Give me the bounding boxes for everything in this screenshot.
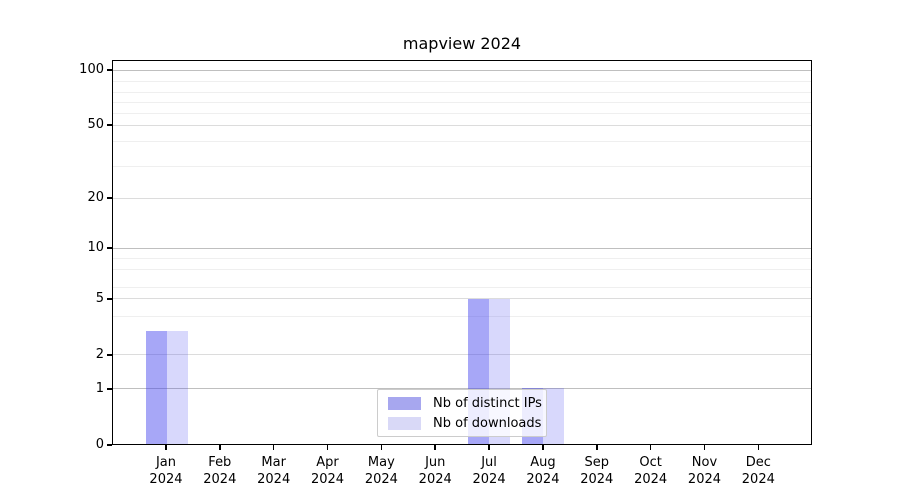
- x-tick-label: May 2024: [364, 455, 398, 487]
- y-gridline: [113, 353, 811, 355]
- y-tick-label: 20: [87, 189, 104, 205]
- x-tick-mark: [757, 445, 760, 450]
- y-gridline: [113, 247, 811, 249]
- x-tick-mark: [649, 445, 652, 450]
- x-tick-label: Jun 2024: [418, 455, 452, 487]
- y-tick-label: 10: [87, 239, 104, 255]
- x-tick-mark: [165, 445, 167, 450]
- plot-area: [112, 60, 812, 445]
- x-tick-label: Jan 2024: [149, 455, 183, 487]
- legend-item-distinct-ips: Nb of distinct IPs: [388, 396, 542, 411]
- legend-label-downloads: Nb of downloads: [433, 415, 542, 431]
- x-tick-label: Dec 2024: [741, 455, 775, 487]
- x-tick-mark: [326, 445, 329, 450]
- y-tick-mark: [107, 388, 112, 390]
- y-tick-label: 5: [95, 291, 104, 306]
- bar-downloads: [166, 330, 188, 444]
- x-tick-label: Nov 2024: [687, 455, 722, 487]
- y-tick-mark: [107, 69, 112, 71]
- y-tick-mark: [107, 298, 112, 300]
- legend-label-distinct-ips: Nb of distinct IPs: [433, 395, 542, 411]
- y-minor-gridline: [113, 269, 811, 271]
- legend-swatch-downloads: [388, 416, 421, 430]
- y-tick-mark: [107, 124, 112, 126]
- bar-distinct-ips: [145, 330, 167, 444]
- y-tick-mark: [107, 247, 112, 249]
- x-tick-label: Sep 2024: [580, 455, 614, 487]
- x-tick-mark: [219, 445, 221, 450]
- chart-title: mapview 2024: [402, 34, 522, 53]
- y-minor-gridline: [113, 92, 811, 94]
- x-tick-mark: [488, 445, 490, 450]
- y-gridline: [113, 70, 811, 72]
- y-gridline: [113, 197, 811, 199]
- y-gridline: [113, 125, 811, 127]
- y-tick-mark: [107, 197, 112, 199]
- x-tick-mark: [380, 445, 383, 450]
- y-tick-label: 50: [87, 116, 104, 132]
- y-tick-label: 2: [95, 346, 104, 362]
- x-tick-mark: [542, 445, 544, 450]
- y-minor-gridline: [113, 287, 811, 289]
- x-tick-label: Mar 2024: [257, 455, 291, 487]
- legend-swatch-distinct-ips: [388, 396, 421, 410]
- y-minor-gridline: [113, 165, 811, 167]
- y-tick-mark: [107, 444, 112, 446]
- x-tick-label: Jul 2024: [472, 455, 506, 487]
- x-tick-mark: [434, 445, 436, 450]
- x-tick-mark: [272, 445, 275, 450]
- x-tick-mark: [703, 445, 706, 450]
- y-gridline: [113, 298, 811, 300]
- y-gridline: [113, 387, 811, 389]
- y-minor-gridline: [113, 258, 811, 260]
- y-minor-gridline: [113, 316, 811, 318]
- x-tick-label: Apr 2024: [310, 455, 345, 487]
- y-tick-label: 1: [95, 380, 104, 396]
- legend: Nb of distinct IPs Nb of downloads: [377, 389, 547, 437]
- y-tick-label: 100: [79, 62, 104, 77]
- y-minor-gridline: [113, 141, 811, 143]
- y-minor-gridline: [113, 81, 811, 83]
- bar-downloads: [542, 388, 564, 444]
- x-tick-label: Aug 2024: [526, 455, 560, 487]
- x-tick-label: Oct 2024: [634, 455, 668, 487]
- x-tick-mark: [596, 445, 598, 450]
- x-tick-label: Feb 2024: [203, 455, 237, 487]
- y-minor-gridline: [113, 113, 811, 115]
- y-tick-mark: [107, 354, 112, 356]
- y-minor-gridline: [113, 102, 811, 104]
- legend-item-downloads: Nb of downloads: [388, 416, 541, 431]
- y-tick-label: 0: [95, 437, 104, 452]
